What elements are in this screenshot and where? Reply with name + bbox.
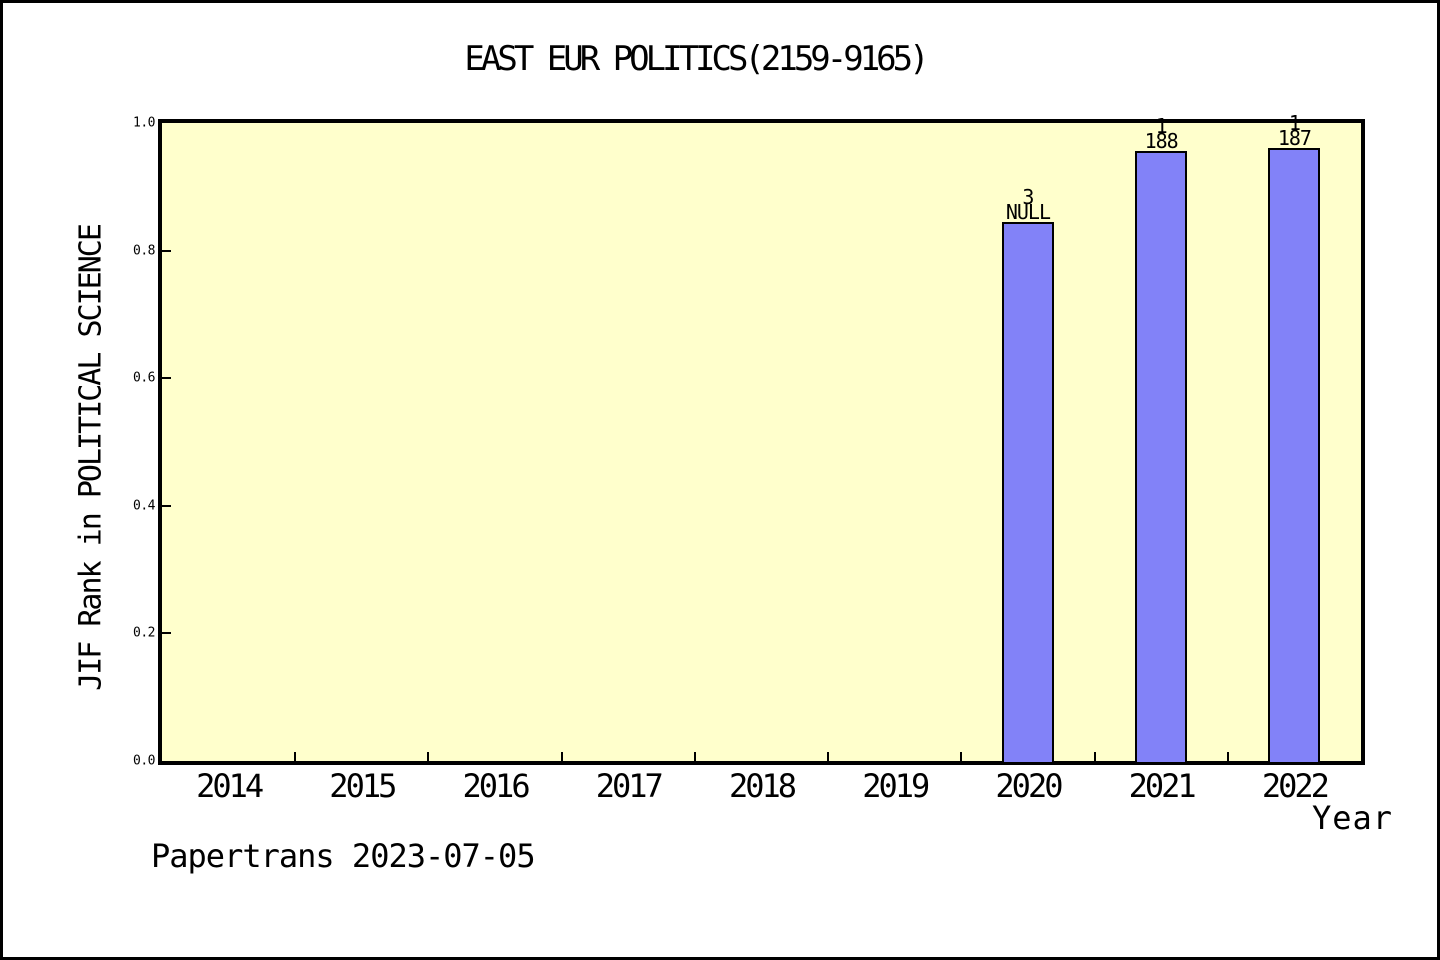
x-tick-mark [560, 752, 563, 761]
y-tick-label: 0.6 [133, 370, 155, 386]
bar-label-line: 3 [1022, 184, 1034, 209]
x-tick-mark [827, 752, 830, 761]
x-tick-label: 2022 [1261, 767, 1330, 805]
bar [1001, 221, 1054, 764]
x-tick-mark [1226, 752, 1229, 761]
bar-label: 3 NULL [968, 184, 1088, 224]
y-axis-label: JIF Rank in POLITICAL SCIENCE [73, 225, 109, 691]
bar-label-line: 188 [1144, 129, 1179, 154]
x-axis-label: Year [1311, 799, 1393, 837]
x-tick-mark [693, 752, 696, 761]
x-tick-label: 2014 [196, 767, 264, 805]
y-tick-mark [162, 504, 171, 507]
bar-label-line: 187 [1277, 125, 1312, 150]
footer-watermark: Papertrans 2023-07-05 [151, 837, 536, 875]
bar-label: 1 187 [1234, 110, 1354, 150]
bar-label-line: NULL [1005, 199, 1051, 224]
bar-label-line: 1 [1288, 110, 1301, 135]
y-tick-mark [162, 632, 171, 635]
x-tick-mark [960, 752, 963, 761]
x-tick-label: 2019 [862, 767, 930, 805]
y-tick-label: 0.4 [133, 498, 155, 514]
x-tick-label: 2018 [728, 767, 797, 805]
x-tick-label: 2017 [595, 767, 664, 805]
bar-label: 1 188 [1101, 114, 1221, 154]
y-tick-label: 0.0 [133, 753, 155, 769]
x-tick-label: 2015 [329, 767, 397, 805]
x-tick-mark [427, 752, 430, 761]
x-tick-label: 2021 [1128, 767, 1197, 805]
chart-title: EAST EUR POLITICS(2159-9165) [464, 39, 929, 79]
x-tick-label: 2016 [462, 767, 531, 805]
y-tick-mark [162, 377, 171, 380]
y-tick-mark [162, 249, 171, 252]
bar-label-line: 1 [1155, 114, 1168, 139]
y-tick-label: 1.0 [133, 115, 155, 131]
bar [1135, 151, 1188, 764]
y-tick-label: 0.2 [133, 625, 155, 641]
x-tick-label: 2020 [995, 767, 1063, 805]
x-tick-mark [1093, 752, 1096, 761]
bar [1268, 147, 1321, 764]
x-tick-mark [294, 752, 297, 761]
y-tick-label: 0.8 [133, 243, 155, 259]
